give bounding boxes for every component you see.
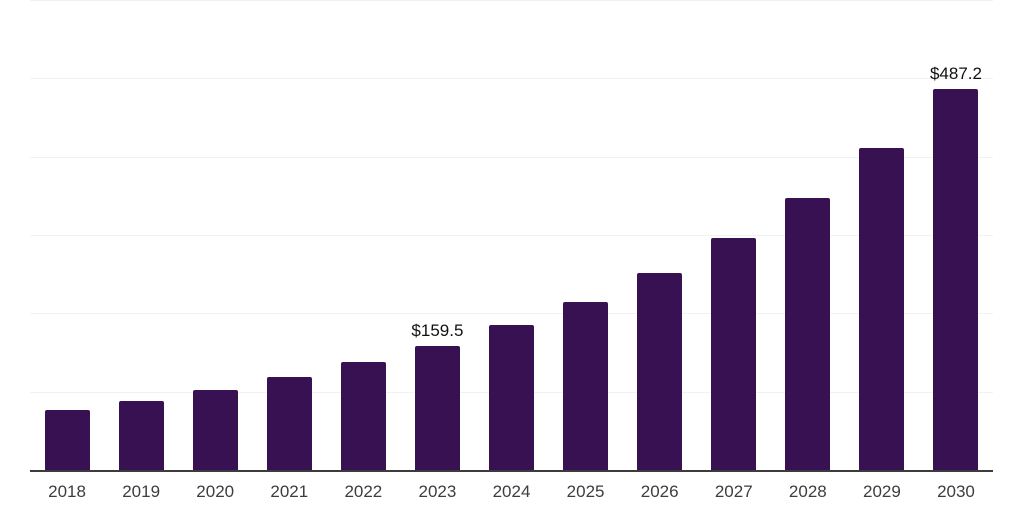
- gridline-500: [30, 78, 993, 80]
- category-band-2020: [178, 1, 252, 471]
- category-band-2019: [104, 1, 178, 471]
- bar-2021[interactable]: [266, 377, 312, 471]
- gridline-600: [30, 0, 993, 1]
- x-tick-2020: 2020: [196, 482, 235, 501]
- bar-2022[interactable]: [340, 362, 386, 471]
- x-tick-2027: 2027: [714, 482, 753, 501]
- gridline-300: [30, 235, 993, 236]
- category-band-2029: [845, 1, 919, 471]
- bar-2018[interactable]: [44, 409, 90, 471]
- x-tick-2023: 2023: [418, 482, 457, 501]
- x-axis-labels: 2018 2019 2020 2021 2022 2023 2024 2025 2026 2027…: [30, 482, 993, 502]
- gridline-200: [30, 313, 993, 315]
- category-band-2025: [549, 1, 623, 471]
- plot-area: $159.5 $487.2: [30, 0, 993, 472]
- bar-2019[interactable]: [118, 401, 164, 471]
- category-band-2022: [326, 1, 400, 471]
- x-tick-2018: 2018: [48, 482, 86, 501]
- category-band-2024: [474, 1, 548, 471]
- bar-2023[interactable]: [414, 346, 460, 471]
- bar-2027[interactable]: [711, 238, 757, 471]
- category-band-2023: $159.5: [400, 1, 474, 471]
- bar-2025[interactable]: [563, 301, 609, 471]
- x-tick-2021: 2021: [270, 482, 309, 501]
- x-tick-2024: 2024: [492, 482, 531, 501]
- category-band-2027: [697, 1, 771, 471]
- category-band-2030: $487.2: [919, 1, 993, 471]
- bar-2030[interactable]: [933, 89, 979, 471]
- bar-value-label-2023: $159.5: [411, 321, 464, 341]
- bar-2024[interactable]: [489, 325, 534, 471]
- category-band-2028: [771, 1, 845, 471]
- gridline-400: [30, 156, 993, 158]
- bars-container: $159.5 $487.2: [30, 1, 993, 471]
- bar-2020[interactable]: [192, 390, 238, 471]
- x-tick-2030: 2030: [937, 482, 975, 501]
- category-band-2018: [30, 1, 104, 471]
- bar-2026[interactable]: [637, 272, 683, 471]
- category-band-2021: [252, 1, 326, 471]
- category-band-2026: [623, 1, 697, 471]
- x-tick-2028: 2028: [788, 482, 827, 501]
- x-tick-2026: 2026: [640, 482, 679, 501]
- bar-2029[interactable]: [859, 148, 905, 471]
- x-tick-2025: 2025: [566, 482, 605, 501]
- bar-value-label-2030: $487.2: [929, 64, 982, 84]
- x-tick-2022: 2022: [344, 482, 383, 501]
- x-axis-line: [30, 470, 993, 472]
- bar-2028[interactable]: [785, 198, 831, 471]
- x-tick-2029: 2029: [862, 482, 901, 501]
- x-tick-2019: 2019: [122, 482, 161, 501]
